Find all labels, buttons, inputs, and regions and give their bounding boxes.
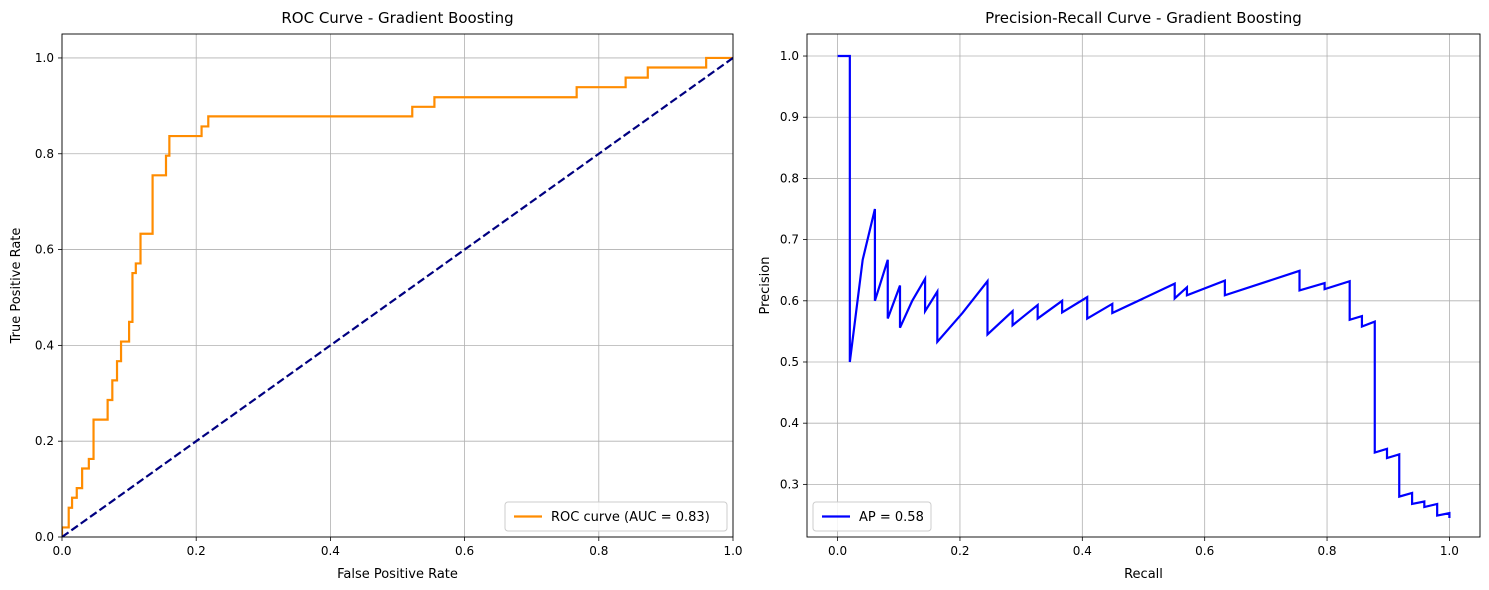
y-tick-label: 0.6 (780, 294, 799, 308)
x-tick-label: 1.0 (723, 544, 742, 558)
y-tick-label: 0.6 (35, 243, 54, 257)
series-line (837, 54, 1451, 519)
reference-diagonal-line (62, 57, 733, 537)
y-tick-label: 0.9 (780, 110, 799, 124)
legend: AP = 0.58 (812, 501, 932, 532)
y-tick-label: 0.2 (35, 434, 54, 448)
y-tick-label: 0.4 (35, 338, 54, 352)
x-tick-label: 0.0 (52, 544, 71, 558)
x-tick-label: 0.8 (1317, 544, 1336, 558)
x-tick-label: 0.6 (1195, 544, 1214, 558)
x-tick-label: 0.4 (321, 544, 340, 558)
legend-box (504, 501, 728, 532)
x-axis-label: Recall (1124, 567, 1163, 582)
x-tick-label: 0.8 (589, 544, 608, 558)
axes-frame (806, 33, 1481, 538)
legend-entry-label: AP = 0.58 (859, 510, 924, 525)
y-tick-label: 0.3 (780, 477, 799, 491)
x-tick-label: 0.6 (455, 544, 474, 558)
legend-entry-label: ROC curve (AUC = 0.83) (551, 510, 710, 525)
legend-box (812, 501, 932, 532)
y-tick-label: 0.4 (780, 416, 799, 430)
y-axis-label: True Positive Rate (9, 228, 24, 345)
x-tick-label: 0.2 (187, 544, 206, 558)
chart-title: ROC Curve - Gradient Boosting (281, 9, 513, 27)
y-axis-label: Precision (758, 256, 773, 314)
series-line (62, 56, 733, 537)
x-axis-label: False Positive Rate (337, 567, 458, 582)
x-tick-label: 0.0 (828, 544, 847, 558)
x-tick-label: 1.0 (1440, 544, 1459, 558)
y-tick-label: 0.7 (780, 233, 799, 247)
x-tick-label: 0.2 (950, 544, 969, 558)
chart-panel-1: 0.0 0.2 0.4 0.6 0.8 1.0 0.0 0.2 0.4 0.6 0.8 1.0 ROC … (9, 9, 743, 582)
y-tick-label: 0.8 (780, 171, 799, 185)
x-tick-label: 0.4 (1073, 544, 1092, 558)
axes-frame (61, 33, 734, 538)
chart-panel-2: 0.0 0.2 0.4 0.6 0.8 1.0 0.3 0.4 0.5 0.6 0.7 0.8 0.9 1… (758, 9, 1481, 582)
chart-title: Precision-Recall Curve - Gradient Boosti… (985, 9, 1302, 27)
y-tick-label: 0.5 (780, 355, 799, 369)
y-tick-label: 1.0 (35, 51, 54, 65)
y-tick-label: 0.8 (35, 147, 54, 161)
y-tick-label: 0.0 (35, 530, 54, 544)
legend: ROC curve (AUC = 0.83) (504, 501, 728, 532)
y-tick-label: 1.0 (780, 49, 799, 63)
